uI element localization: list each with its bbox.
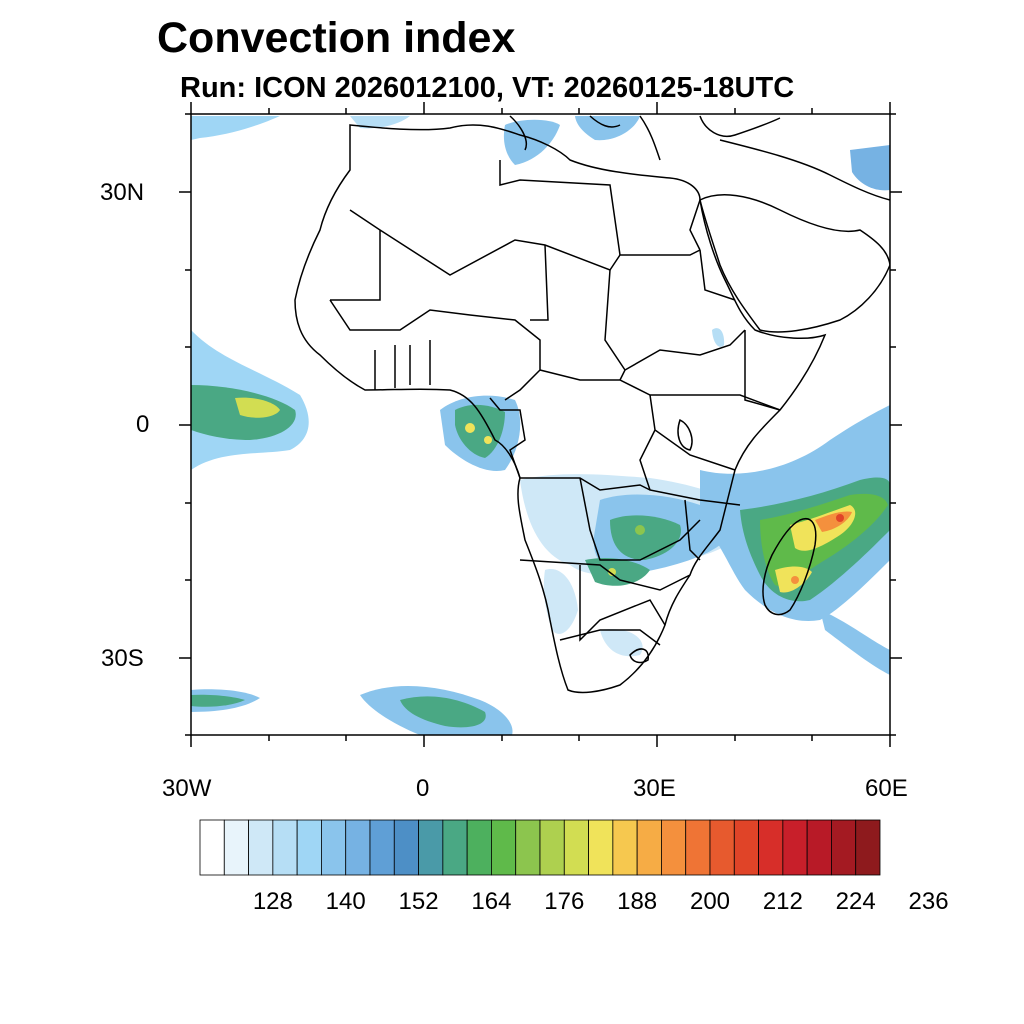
colorbar-swatch (661, 819, 687, 876)
colorbar-swatch (369, 819, 395, 876)
colorbar-swatch (563, 819, 589, 876)
colorbar-swatch (199, 819, 225, 876)
colorbar-swatch (393, 819, 419, 876)
colorbar-swatch (539, 819, 565, 876)
colorbar-tick-label: 188 (617, 888, 658, 915)
lat-label-30s: 30S (101, 645, 144, 672)
colorbar-tick-label: 164 (471, 888, 512, 915)
colorbar-swatch (733, 819, 759, 876)
colorbar-swatch (321, 819, 347, 876)
colorbar-tick-label: 212 (762, 888, 803, 915)
colorbar-swatch (612, 819, 638, 876)
colorbar-tick-label: 176 (544, 888, 585, 915)
colorbar-swatch (296, 819, 322, 876)
colorbar-swatch (709, 819, 735, 876)
colorbar-tick-label: 224 (835, 888, 876, 915)
lat-label-0: 0 (136, 411, 150, 438)
colorbar-swatch (466, 819, 492, 876)
lon-label-0: 0 (416, 775, 430, 802)
axis-ticks (179, 102, 902, 747)
colorbar-swatch (248, 819, 274, 876)
colorbar-swatch (588, 819, 614, 876)
colorbar-swatch (831, 819, 857, 876)
colorbar-tick-label: 152 (398, 888, 439, 915)
colorbar (199, 819, 881, 876)
coastlines (294, 115, 890, 694)
colorbar-swatch (515, 819, 541, 876)
colorbar-swatch (685, 819, 711, 876)
colorbar-swatch (442, 819, 468, 876)
colorbar-swatch (855, 819, 881, 876)
colorbar-swatch (345, 819, 371, 876)
colorbar-swatch (223, 819, 249, 876)
colorbar-tick-label: 200 (689, 888, 731, 915)
convection-field (191, 116, 890, 735)
colorbar-swatch (806, 819, 832, 876)
lat-label-30n: 30N (100, 179, 145, 206)
colorbar-swatch (782, 819, 808, 876)
lon-label-30e: 30E (633, 775, 676, 802)
colorbar-tick-label: 236 (908, 888, 949, 915)
map-title: Convection index (157, 14, 516, 62)
colorbar-swatch (272, 819, 298, 876)
colorbar-tick-label: 128 (252, 888, 293, 915)
lon-label-60e: 60E (865, 775, 908, 802)
colorbar-swatch (758, 819, 784, 876)
colorbar-swatch (418, 819, 444, 876)
lon-label-30w: 30W (162, 775, 212, 802)
map-subtitle: Run: ICON 2026012100, VT: 20260125-18UTC (180, 72, 795, 104)
colorbar-swatch (491, 819, 517, 876)
colorbar-tick-label: 140 (325, 888, 366, 915)
colorbar-swatch (636, 819, 662, 876)
